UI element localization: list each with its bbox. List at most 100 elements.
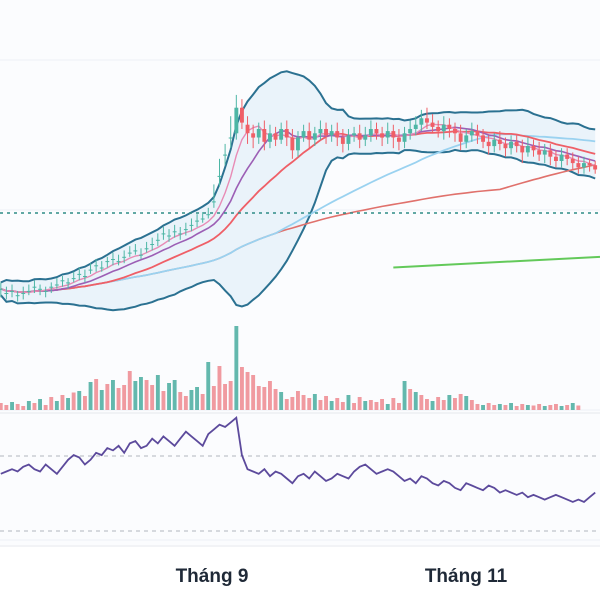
candle-83 <box>464 129 469 149</box>
candle-2 <box>10 284 14 298</box>
candle-31 <box>172 224 177 238</box>
candle-body-63 <box>352 133 356 136</box>
candle-5 <box>26 284 31 296</box>
candle-96 <box>537 141 542 161</box>
candle-85 <box>475 124 480 144</box>
candle-106 <box>593 160 598 174</box>
candle-27 <box>150 237 155 251</box>
candle-body-75 <box>419 118 424 125</box>
candle-51 <box>284 120 289 147</box>
candle-body-64 <box>357 133 362 140</box>
candle-72 <box>402 126 407 149</box>
volume-bar-84 <box>469 400 474 410</box>
candle-body-49 <box>273 133 278 140</box>
volume-bar-76 <box>425 399 429 410</box>
candle-body-9 <box>49 286 54 288</box>
candle-39 <box>217 158 222 187</box>
candle-58 <box>324 122 328 144</box>
candle-60 <box>335 122 340 147</box>
candle-16 <box>88 263 93 274</box>
rsi-line <box>0 415 596 503</box>
candle-59 <box>329 124 334 142</box>
candle-41 <box>228 116 233 149</box>
candle-97 <box>542 143 547 164</box>
volume-bar-38 <box>211 386 216 410</box>
volume-bar-83 <box>464 396 469 410</box>
candle-90 <box>503 137 508 157</box>
volume-bar-10 <box>54 401 59 410</box>
candle-9 <box>49 282 54 294</box>
candle-body-53 <box>296 137 300 151</box>
candle-38 <box>211 184 216 208</box>
volume-bar-49 <box>273 389 278 410</box>
volume-bar-93 <box>520 404 525 410</box>
candle-28 <box>155 233 160 247</box>
candle-body-12 <box>66 282 70 284</box>
candle-body-69 <box>385 131 390 138</box>
volume-bar-79 <box>441 400 446 410</box>
candle-6 <box>32 280 37 294</box>
candle-body-50 <box>279 129 284 140</box>
x-label-september: Tháng 9 <box>176 566 249 587</box>
x-label-november: Tháng 11 <box>425 566 508 587</box>
volume-bar-63 <box>352 403 356 410</box>
candle-body-14 <box>77 273 82 275</box>
candle-45 <box>251 124 256 149</box>
candle-23 <box>127 246 132 257</box>
volume-bar-57 <box>318 400 323 410</box>
candle-body-103 <box>576 163 581 168</box>
candle-body-45 <box>251 133 256 138</box>
volume-bar-4 <box>21 406 26 410</box>
candle-body-106 <box>593 165 598 170</box>
candle-29 <box>161 227 166 240</box>
candle-3 <box>15 290 20 302</box>
candle-73 <box>408 120 413 140</box>
volume-bar-19 <box>105 384 110 410</box>
candle-78 <box>436 120 441 138</box>
volume-bar-6 <box>32 403 37 410</box>
candle-body-105 <box>587 163 592 166</box>
volume-bar-0 <box>0 403 3 410</box>
candle-body-62 <box>346 135 351 144</box>
candle-body-20 <box>111 259 115 260</box>
candle-82 <box>458 124 463 151</box>
candle-body-99 <box>554 156 558 161</box>
candle-body-8 <box>43 290 48 292</box>
volume-bar-44 <box>245 372 250 410</box>
candle-body-82 <box>458 133 463 142</box>
volume-bar-13 <box>71 392 76 410</box>
candle-87 <box>486 135 491 155</box>
volume-bar-66 <box>368 400 373 410</box>
candle-48 <box>268 124 272 149</box>
bollinger-lower-band <box>0 148 596 312</box>
candle-body-60 <box>335 131 340 138</box>
candle-84 <box>469 122 474 142</box>
candle-body-78 <box>436 126 441 132</box>
volume-bar-80 <box>447 395 452 410</box>
volume-bar-54 <box>301 395 306 410</box>
candle-body-29 <box>161 233 166 235</box>
volume-bar-74 <box>413 392 418 410</box>
volume-bar-59 <box>329 401 334 410</box>
candle-21 <box>116 254 121 266</box>
candle-body-37 <box>206 214 211 216</box>
candle-56 <box>312 126 317 147</box>
volume-bar-16 <box>88 382 93 410</box>
candle-80 <box>447 118 452 138</box>
candle-body-56 <box>312 133 317 140</box>
volume-bar-87 <box>486 403 491 410</box>
volume-bar-2 <box>10 402 14 410</box>
volume-bar-52 <box>290 397 295 410</box>
candle-body-98 <box>548 150 553 157</box>
candle-24 <box>133 244 138 255</box>
candle-body-18 <box>99 267 104 269</box>
volume-bar-45 <box>251 375 256 410</box>
candle-98 <box>548 143 553 166</box>
volume-bar-3 <box>15 404 20 410</box>
candle-37 <box>206 207 211 219</box>
candle-body-51 <box>284 129 289 138</box>
volume-bar-77 <box>430 401 435 410</box>
candle-body-93 <box>520 146 525 153</box>
candle-body-2 <box>10 290 14 292</box>
